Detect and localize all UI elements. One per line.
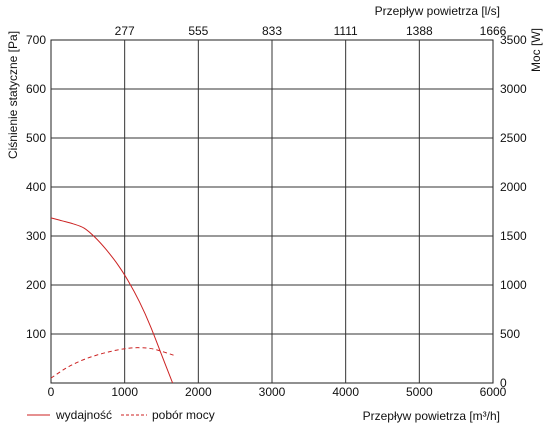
xlabel: Przepływ powietrza [m³/h]	[363, 409, 500, 423]
top-tick-label: 277	[115, 24, 135, 38]
top-axis-label: Przepływ powietrza [l/s]	[375, 4, 500, 18]
legend: wydajność pobór mocy	[27, 408, 215, 422]
y-tick-label-right: 2500	[500, 131, 527, 145]
y-tick-label-left: 200	[26, 278, 46, 292]
y-tick-label-left: 700	[26, 33, 46, 47]
y-tick-label-right: 2000	[500, 180, 527, 194]
y-tick-label-right: 3000	[500, 82, 527, 96]
top-tick-label: 1666	[480, 24, 507, 38]
y-tick-label-right: 1500	[500, 229, 527, 243]
y-tick-label-right: 0	[500, 376, 507, 390]
y-tick-label-left: 300	[26, 229, 46, 243]
grid	[50, 39, 494, 384]
y-tick-label-right: 1000	[500, 278, 527, 292]
top-tick-label: 833	[262, 24, 282, 38]
ylabel-right: Moc [W]	[529, 28, 543, 72]
series-layer	[50, 217, 177, 384]
top-tick-label: 1111	[334, 24, 358, 38]
y-tick-label-left: 500	[26, 131, 46, 145]
top-tick-label: 555	[188, 24, 208, 38]
ylabel-left: Ciśnienie statyczne [Pa]	[6, 31, 20, 159]
top-tick-label: 1388	[406, 24, 433, 38]
x-tick-label: 3000	[259, 385, 286, 399]
y-tick-label-left: 100	[26, 327, 46, 341]
x-tick-label: 0	[48, 385, 55, 399]
x-tick-label: 4000	[332, 385, 359, 399]
y-tick-label-right: 3500	[500, 33, 527, 47]
y-tick-label-right: 500	[500, 327, 520, 341]
series-line-pobor-mocy	[50, 347, 177, 379]
x-tick-label: 5000	[406, 385, 433, 399]
x-tick-label: 6000	[480, 385, 507, 399]
labels: Przepływ powietrza [l/s] Ciśnienie staty…	[6, 4, 543, 423]
x-tick-label: 1000	[111, 385, 138, 399]
legend-label-pobor-mocy: pobór mocy	[152, 408, 215, 422]
y-tick-label-left: 600	[26, 82, 46, 96]
y-tick-label-left: 400	[26, 180, 46, 194]
x-tick-label: 2000	[185, 385, 212, 399]
legend-label-wydajnosc: wydajność	[55, 408, 112, 422]
series-line-wydajnosc	[50, 217, 174, 384]
